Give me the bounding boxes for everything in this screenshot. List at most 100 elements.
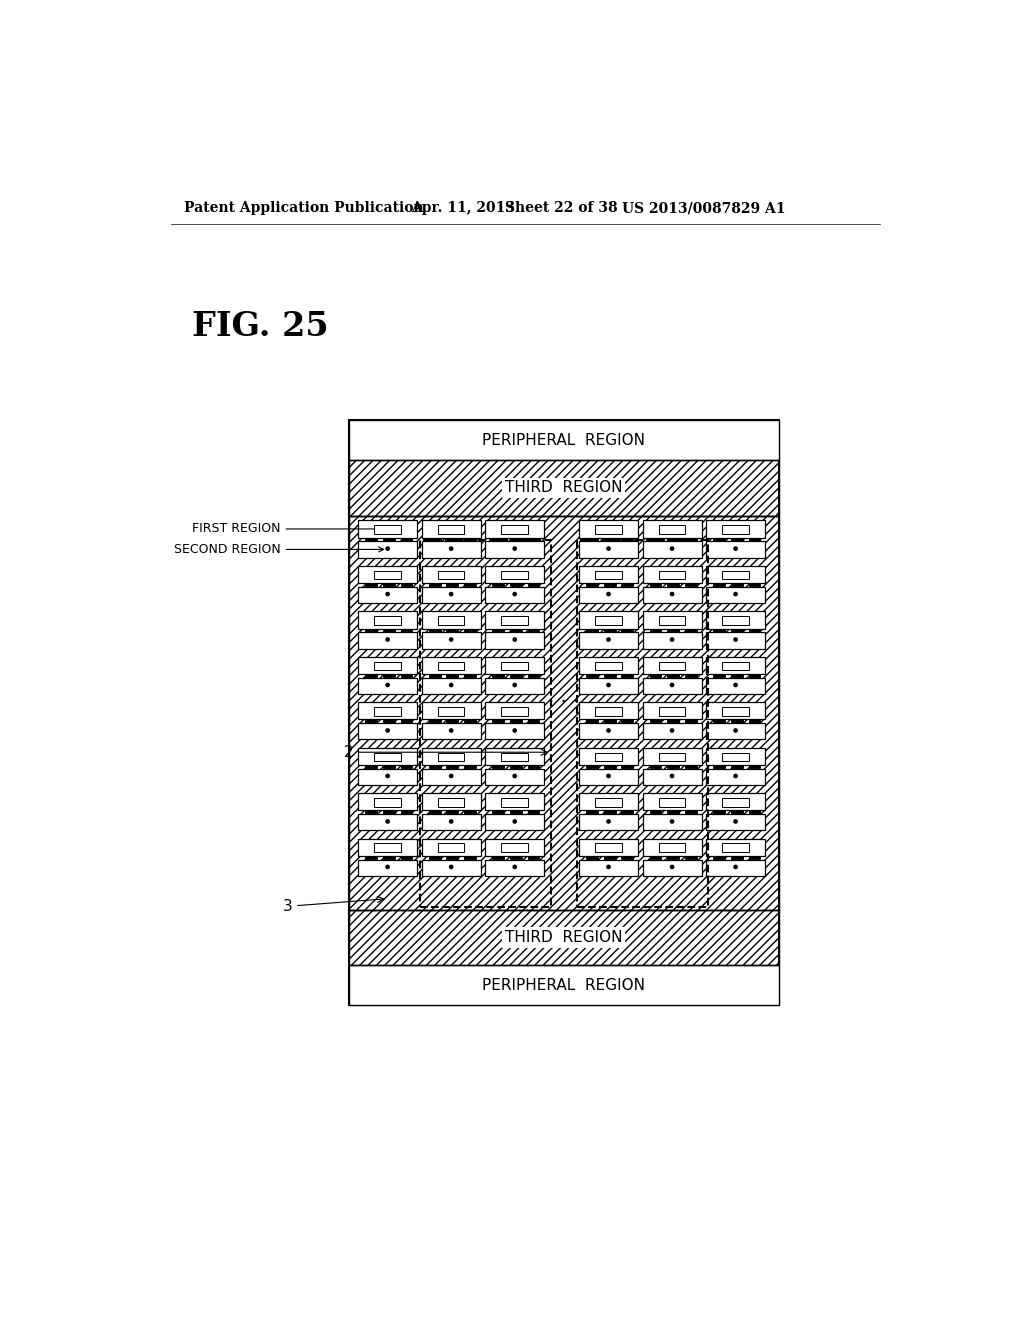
- Text: PERIPHERAL  REGION: PERIPHERAL REGION: [482, 433, 645, 447]
- Bar: [422, 632, 480, 648]
- Bar: [579, 723, 638, 739]
- Bar: [731, 583, 742, 586]
- Bar: [502, 570, 528, 579]
- Bar: [510, 675, 522, 677]
- Bar: [493, 628, 504, 632]
- Bar: [714, 810, 725, 813]
- Bar: [383, 628, 394, 632]
- Bar: [349, 965, 779, 1006]
- Bar: [429, 766, 440, 768]
- Bar: [429, 855, 440, 859]
- Bar: [358, 541, 417, 557]
- Bar: [422, 566, 480, 583]
- Circle shape: [607, 593, 610, 595]
- Bar: [400, 719, 413, 722]
- Bar: [446, 810, 459, 813]
- Bar: [375, 616, 400, 624]
- Circle shape: [513, 820, 516, 824]
- Bar: [749, 766, 761, 768]
- Bar: [668, 537, 679, 541]
- Bar: [349, 461, 779, 516]
- Circle shape: [671, 684, 674, 686]
- Bar: [595, 708, 622, 715]
- Bar: [579, 657, 638, 675]
- Bar: [485, 677, 544, 694]
- Bar: [595, 661, 622, 671]
- Bar: [493, 583, 504, 586]
- Bar: [485, 611, 544, 628]
- Bar: [685, 583, 696, 586]
- Bar: [643, 814, 701, 830]
- Bar: [658, 799, 685, 807]
- Bar: [658, 661, 685, 671]
- Bar: [714, 766, 725, 768]
- Bar: [493, 537, 504, 541]
- Bar: [707, 838, 765, 855]
- Bar: [375, 843, 400, 853]
- Text: 2: 2: [344, 744, 547, 760]
- Bar: [731, 628, 742, 632]
- Bar: [586, 537, 598, 541]
- Bar: [464, 810, 476, 813]
- Bar: [510, 628, 522, 632]
- Bar: [422, 768, 480, 785]
- Bar: [366, 719, 377, 722]
- Bar: [422, 814, 480, 830]
- Bar: [349, 909, 779, 965]
- Bar: [349, 461, 779, 516]
- Bar: [527, 810, 540, 813]
- Bar: [643, 611, 701, 628]
- Bar: [485, 586, 544, 603]
- Bar: [707, 768, 765, 785]
- Bar: [658, 752, 685, 762]
- Bar: [586, 583, 598, 586]
- Bar: [527, 537, 540, 541]
- Bar: [586, 675, 598, 677]
- Bar: [527, 766, 540, 768]
- Bar: [366, 855, 377, 859]
- Bar: [622, 810, 633, 813]
- Bar: [604, 855, 615, 859]
- Bar: [485, 632, 544, 648]
- Bar: [643, 657, 701, 675]
- Bar: [493, 675, 504, 677]
- Bar: [707, 566, 765, 583]
- Text: . . .: . . .: [548, 688, 580, 706]
- Bar: [731, 766, 742, 768]
- Bar: [527, 628, 540, 632]
- Bar: [422, 838, 480, 855]
- Bar: [579, 859, 638, 876]
- Text: FIRST REGION: FIRST REGION: [193, 523, 384, 536]
- Bar: [349, 516, 779, 909]
- Bar: [366, 628, 377, 632]
- Bar: [604, 766, 615, 768]
- Bar: [493, 719, 504, 722]
- Bar: [358, 657, 417, 675]
- Bar: [358, 677, 417, 694]
- Bar: [643, 702, 701, 719]
- Bar: [349, 909, 779, 965]
- Bar: [668, 675, 679, 677]
- Bar: [643, 768, 701, 785]
- Bar: [485, 723, 544, 739]
- Bar: [485, 520, 544, 537]
- Bar: [358, 586, 417, 603]
- Circle shape: [386, 593, 389, 595]
- Bar: [349, 516, 779, 909]
- Bar: [502, 708, 528, 715]
- Bar: [643, 747, 701, 766]
- Bar: [502, 799, 528, 807]
- Bar: [622, 719, 633, 722]
- Bar: [707, 793, 765, 810]
- Circle shape: [671, 593, 674, 595]
- Bar: [658, 708, 685, 715]
- Circle shape: [513, 546, 516, 550]
- Bar: [446, 855, 459, 859]
- Bar: [527, 855, 540, 859]
- Circle shape: [450, 775, 453, 777]
- Bar: [446, 628, 459, 632]
- Circle shape: [386, 866, 389, 869]
- Bar: [604, 537, 615, 541]
- Bar: [668, 583, 679, 586]
- Text: US 2013/0087829 A1: US 2013/0087829 A1: [623, 202, 786, 215]
